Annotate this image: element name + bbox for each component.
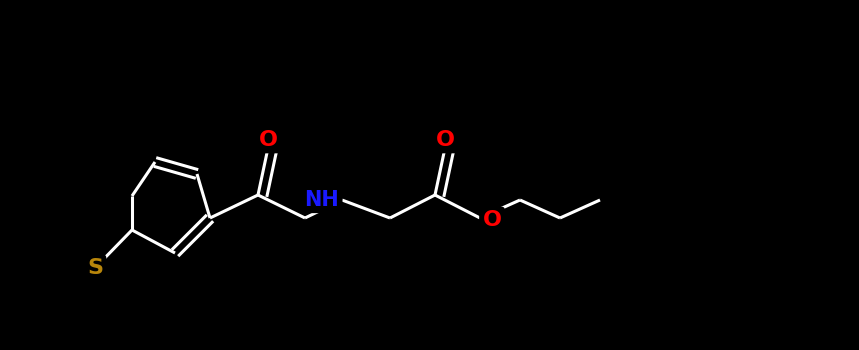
Text: O: O — [436, 130, 454, 150]
Text: O: O — [259, 130, 277, 150]
Text: O: O — [483, 210, 502, 230]
Text: NH: NH — [305, 190, 339, 210]
Text: S: S — [87, 258, 103, 278]
